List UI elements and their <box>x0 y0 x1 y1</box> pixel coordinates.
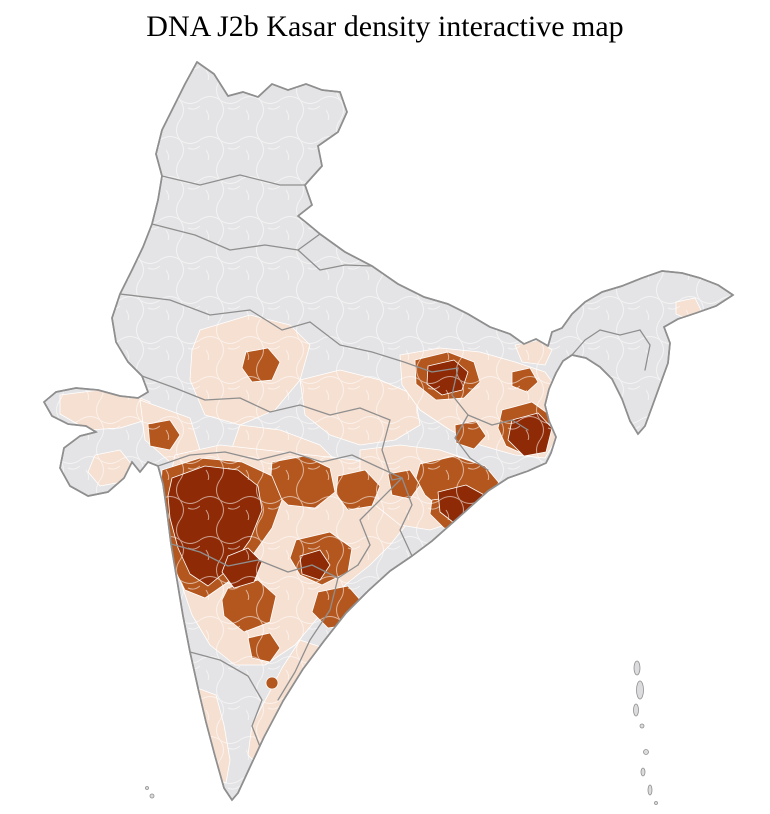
andaman-nicobar-islands[interactable] <box>633 660 658 805</box>
district-borders-mesh <box>44 62 733 800</box>
state-borders <box>119 174 651 753</box>
page-title: DNA J2b Kasar density interactive map <box>146 10 624 43</box>
india-outline <box>43 61 734 801</box>
lakshadweep-islands[interactable] <box>145 786 155 799</box>
